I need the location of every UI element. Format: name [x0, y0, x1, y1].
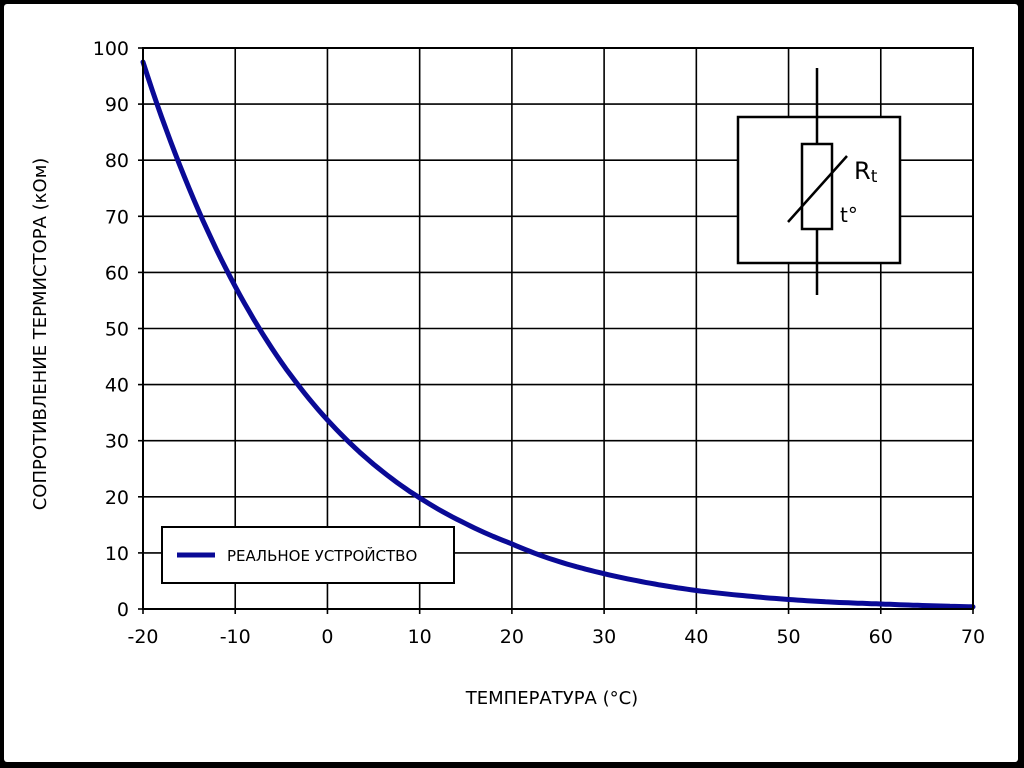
y-tick-label: 60: [105, 262, 129, 284]
symbol-label-t: t°: [840, 203, 858, 227]
y-tick-label: 30: [105, 431, 129, 453]
symbol-label-r: Rt: [854, 157, 878, 187]
x-tick-label: 70: [961, 626, 985, 648]
y-tick-label: 80: [105, 150, 129, 172]
y-tick-label: 10: [105, 543, 129, 565]
x-tick-label: 20: [500, 626, 524, 648]
y-axis-title: СОПРОТИВЛЕНИЕ ТЕРМИСТОРА (кОм): [30, 158, 51, 511]
series-line: [140, 59, 976, 610]
x-tick-label: 10: [408, 626, 432, 648]
y-tick-label: 20: [105, 487, 129, 509]
y-tick-label: 0: [117, 599, 129, 621]
x-tick-label: -20: [127, 626, 158, 648]
series-group: [140, 59, 976, 610]
resistor-body: [800, 142, 834, 231]
x-tick-label: 60: [869, 626, 893, 648]
y-tick-labels: 0 10 20 30 40 50 60 70 80 90 100: [93, 38, 129, 621]
thermistor-slash: [787, 155, 848, 223]
thermistor-chart: -20 -10 0 10 20 30 40 50 60 70 0 10 20 30 40 50 60 70 80 9…: [30, 38, 985, 709]
chart-frame: -20 -10 0 10 20 30 40 50 60 70 0 10 20 30 40 50 60 70 80 9…: [4, 4, 1018, 762]
thermistor-symbol: Rt t°: [736, 68, 902, 295]
x-tick-label: -10: [220, 626, 251, 648]
y-tick-label: 90: [105, 94, 129, 116]
y-tick-label: 70: [105, 206, 129, 228]
x-tick-label: 40: [684, 626, 708, 648]
x-axis-title: ТЕМПЕРАТУРА (°C): [465, 688, 638, 709]
legend-label: РЕАЛЬНОЕ УСТРОЙСТВО: [227, 546, 417, 565]
x-tick-labels: -20 -10 0 10 20 30 40 50 60 70: [127, 626, 985, 648]
x-tick-label: 0: [321, 626, 333, 648]
y-tick-label: 100: [93, 38, 129, 60]
x-tick-label: 30: [592, 626, 616, 648]
y-tick-label: 40: [105, 375, 129, 397]
x-tick-label: 50: [776, 626, 800, 648]
y-tick-label: 50: [105, 319, 129, 341]
plot-area-border: [142, 47, 974, 610]
legend: РЕАЛЬНОЕ УСТРОЙСТВО: [161, 526, 455, 584]
